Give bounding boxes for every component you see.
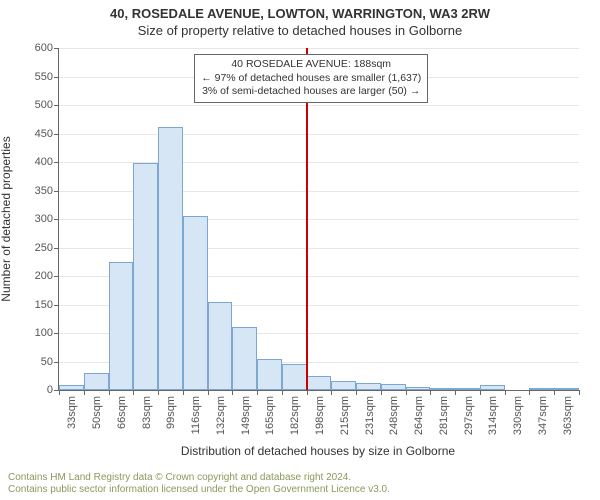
x-tick-label: 66sqm xyxy=(114,396,128,429)
histogram-bar xyxy=(406,387,431,390)
x-tick-mark xyxy=(406,390,407,395)
x-tick-mark xyxy=(505,390,506,395)
x-tick-mark xyxy=(381,390,382,395)
chart-subtitle: Size of property relative to detached ho… xyxy=(0,21,600,38)
histogram-bar xyxy=(257,359,282,390)
x-tick-mark xyxy=(331,390,332,395)
histogram-bar xyxy=(356,383,381,390)
y-tick-label: 400 xyxy=(35,156,59,168)
x-tick-mark xyxy=(109,390,110,395)
histogram-bar xyxy=(455,388,480,390)
footer-line2: Contains public sector information licen… xyxy=(8,484,390,496)
info-box-line: ← 97% of detached houses are smaller (1,… xyxy=(201,72,421,86)
y-tick-label: 50 xyxy=(41,356,59,368)
y-tick-label: 300 xyxy=(35,213,59,225)
footer-line1: Contains HM Land Registry data © Crown c… xyxy=(8,472,390,484)
histogram-bar xyxy=(84,373,109,390)
x-tick-mark xyxy=(59,390,60,395)
x-tick-mark xyxy=(356,390,357,395)
x-tick-label: 264sqm xyxy=(411,396,425,435)
x-tick-mark xyxy=(232,390,233,395)
y-tick-label: 200 xyxy=(35,270,59,282)
x-tick-mark xyxy=(158,390,159,395)
y-tick-label: 100 xyxy=(35,327,59,339)
x-tick-mark xyxy=(183,390,184,395)
histogram-bar xyxy=(208,302,233,390)
x-tick-label: 83sqm xyxy=(139,396,153,429)
histogram-bar xyxy=(381,384,406,390)
x-tick-label: 314sqm xyxy=(485,396,499,435)
x-tick-label: 297sqm xyxy=(461,396,475,435)
x-tick-mark xyxy=(480,390,481,395)
x-tick-mark xyxy=(579,390,580,395)
histogram-bar xyxy=(331,381,356,390)
info-box: 40 ROSEDALE AVENUE: 188sqm← 97% of detac… xyxy=(194,54,428,103)
histogram-bar xyxy=(307,376,332,390)
grid-line xyxy=(59,105,579,106)
histogram-bar xyxy=(430,388,455,390)
histogram-bar xyxy=(158,127,183,390)
x-tick-label: 33sqm xyxy=(64,396,78,429)
x-tick-label: 281sqm xyxy=(436,396,450,435)
x-tick-label: 248sqm xyxy=(386,396,400,435)
x-axis-label: Distribution of detached houses by size … xyxy=(58,444,578,458)
y-tick-label: 450 xyxy=(35,128,59,140)
x-tick-mark xyxy=(307,390,308,395)
y-tick-label: 500 xyxy=(35,99,59,111)
x-tick-mark xyxy=(529,390,530,395)
histogram-bar xyxy=(59,385,84,390)
histogram-bar xyxy=(480,385,505,390)
plot-area: 05010015020025030035040045050055060033sq… xyxy=(58,48,579,391)
x-tick-label: 363sqm xyxy=(560,396,574,435)
y-tick-label: 350 xyxy=(35,185,59,197)
histogram-bar xyxy=(183,216,208,390)
x-tick-label: 149sqm xyxy=(238,396,252,435)
y-tick-label: 0 xyxy=(47,384,59,396)
histogram-bar xyxy=(133,163,158,390)
info-box-line: 3% of semi-detached houses are larger (5… xyxy=(201,85,421,99)
x-tick-label: 182sqm xyxy=(287,396,301,435)
x-tick-mark xyxy=(430,390,431,395)
histogram-bar xyxy=(282,364,307,390)
x-tick-label: 231sqm xyxy=(362,396,376,435)
histogram-bar xyxy=(109,262,134,390)
x-tick-label: 215sqm xyxy=(337,396,351,435)
y-tick-label: 250 xyxy=(35,242,59,254)
histogram-bar xyxy=(554,388,579,390)
x-tick-label: 132sqm xyxy=(213,396,227,435)
x-tick-mark xyxy=(554,390,555,395)
chart-title-address: 40, ROSEDALE AVENUE, LOWTON, WARRINGTON,… xyxy=(0,0,600,21)
x-tick-label: 116sqm xyxy=(188,396,202,434)
x-tick-mark xyxy=(208,390,209,395)
histogram-bar xyxy=(529,388,554,390)
chart-container: 40, ROSEDALE AVENUE, LOWTON, WARRINGTON,… xyxy=(0,0,600,500)
x-tick-label: 50sqm xyxy=(89,396,103,429)
info-box-line: 40 ROSEDALE AVENUE: 188sqm xyxy=(201,58,421,72)
x-tick-mark xyxy=(282,390,283,395)
y-tick-label: 550 xyxy=(35,71,59,83)
x-tick-mark xyxy=(257,390,258,395)
y-axis-label: Number of detached properties xyxy=(0,136,13,301)
x-tick-mark xyxy=(455,390,456,395)
x-tick-label: 198sqm xyxy=(312,396,326,435)
x-tick-label: 330sqm xyxy=(510,396,524,435)
y-tick-label: 600 xyxy=(35,42,59,54)
y-tick-label: 150 xyxy=(35,299,59,311)
x-tick-label: 165sqm xyxy=(262,396,276,435)
x-tick-mark xyxy=(84,390,85,395)
footer-attribution: Contains HM Land Registry data © Crown c… xyxy=(8,472,390,496)
grid-line xyxy=(59,48,579,49)
histogram-bar xyxy=(232,327,257,390)
x-tick-label: 99sqm xyxy=(163,396,177,429)
x-tick-mark xyxy=(133,390,134,395)
grid-line xyxy=(59,134,579,135)
x-tick-label: 347sqm xyxy=(535,396,549,435)
